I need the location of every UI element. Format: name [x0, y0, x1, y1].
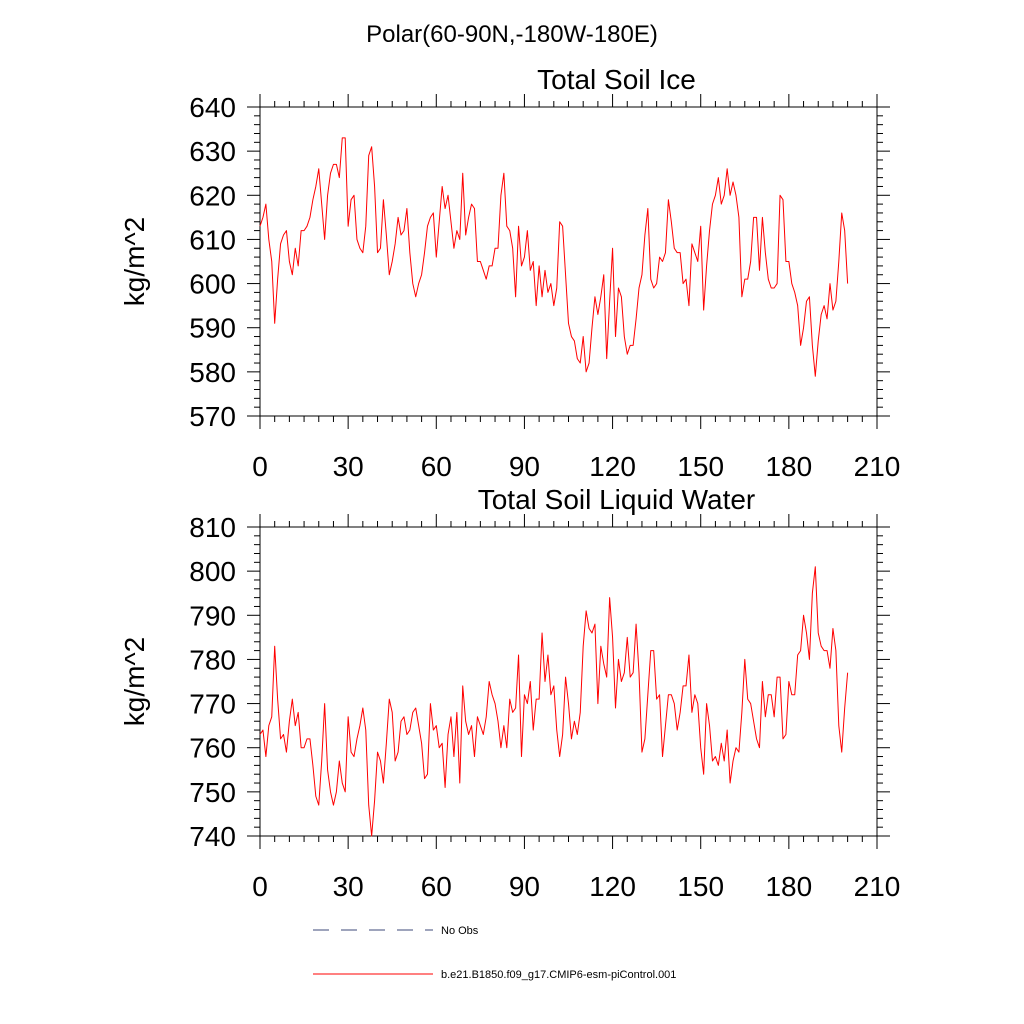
x-tick-label: 0 [252, 871, 268, 902]
x-tick-label: 150 [677, 871, 724, 902]
y-tick-label: 580 [189, 357, 236, 388]
chart-title: Total Soil Ice [537, 64, 696, 95]
x-tick-label: 120 [589, 871, 636, 902]
x-tick-label: 60 [421, 871, 452, 902]
y-tick-label: 810 [189, 512, 236, 543]
x-tick-label: 180 [765, 451, 812, 482]
y-tick-label: 590 [189, 313, 236, 344]
y-tick-label: 800 [189, 556, 236, 587]
y-axis-label: kg/m^2 [119, 637, 150, 726]
y-tick-label: 790 [189, 600, 236, 631]
y-tick-label: 630 [189, 136, 236, 167]
plot-frame [259, 106, 878, 417]
legend-label-no-obs: No Obs [441, 925, 479, 937]
legend: No Obs b.e21.B1850.f09_g17.CMIP6-esm-piC… [313, 925, 676, 981]
figure-title: Polar(60-90N,-180W-180E) [366, 21, 658, 48]
plot-frame [259, 526, 878, 837]
series-line [259, 137, 849, 377]
y-tick-label: 620 [189, 180, 236, 211]
x-tick-label: 60 [421, 451, 452, 482]
x-tick-label: 120 [589, 451, 636, 482]
legend-label-model-run: b.e21.B1850.f09_g17.CMIP6-esm-piControl.… [441, 969, 676, 981]
chart-panel-soil-liquid-water: Total Soil Liquid Water kg/m^2 0 30 60 90 120 1… [119, 484, 900, 902]
y-axis-label: kg/m^2 [119, 217, 150, 306]
x-tick-label: 90 [509, 871, 540, 902]
x-tick-label: 180 [765, 871, 812, 902]
y-tick-label: 600 [189, 269, 236, 300]
x-tick-label: 90 [509, 451, 540, 482]
x-tick-label: 0 [252, 451, 268, 482]
x-tick-label: 30 [333, 871, 364, 902]
x-tick-label: 210 [854, 451, 901, 482]
y-tick-label: 610 [189, 224, 236, 255]
x-tick-label: 210 [854, 871, 901, 902]
y-tick-label: 740 [189, 821, 236, 852]
chart-panel-soil-ice: Total Soil Ice kg/m^2 0 30 60 90 120 150 180 210 5… [119, 64, 900, 482]
y-tick-label: 760 [189, 733, 236, 764]
series-line [259, 566, 849, 837]
x-tick-label: 150 [677, 451, 724, 482]
x-tick-label: 30 [333, 451, 364, 482]
y-tick-label: 750 [189, 777, 236, 808]
y-tick-label: 780 [189, 644, 236, 675]
y-tick-label: 640 [189, 92, 236, 123]
chart-title: Total Soil Liquid Water [478, 484, 756, 515]
y-tick-label: 770 [189, 689, 236, 720]
y-tick-label: 570 [189, 401, 236, 432]
